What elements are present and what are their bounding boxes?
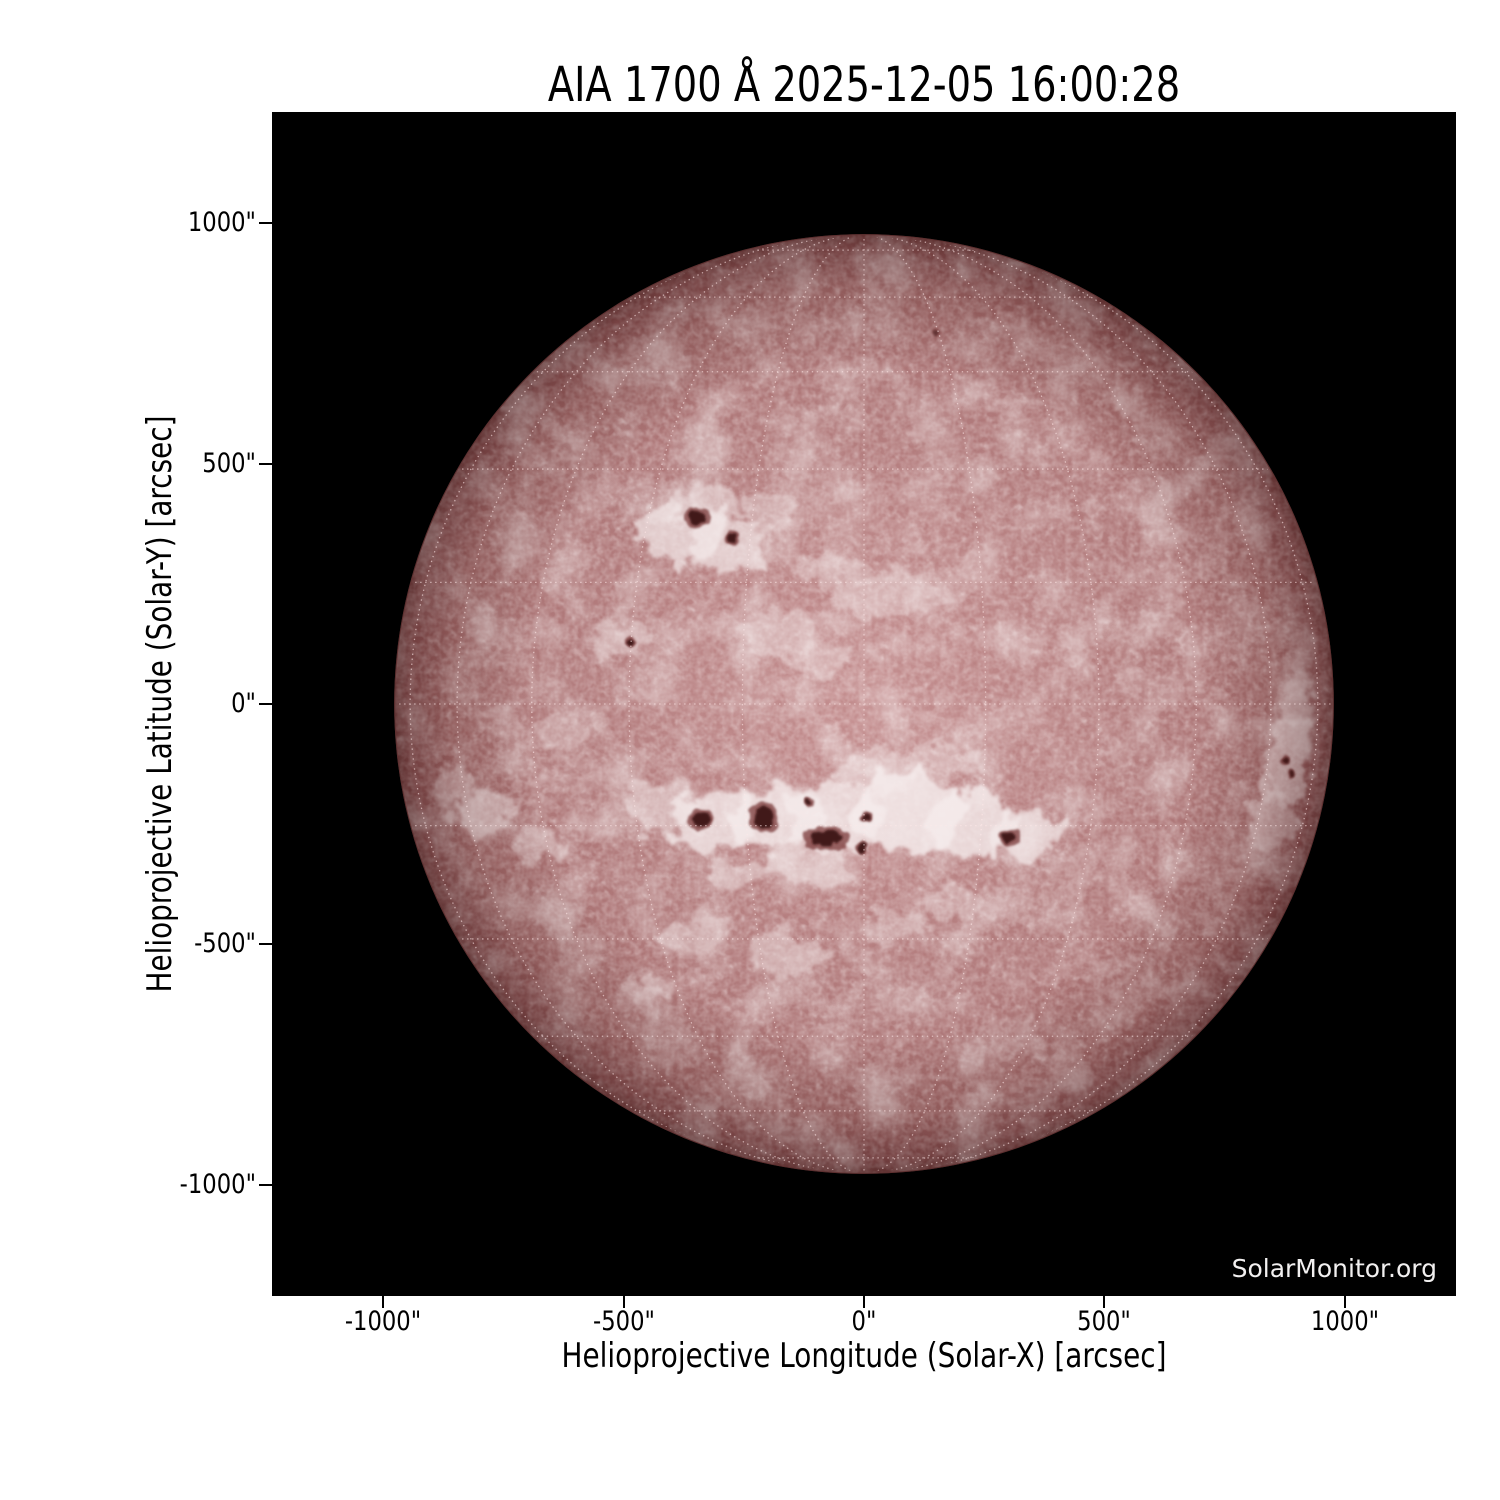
y-tick-label: 500": [202, 447, 256, 479]
x-axis-label: Helioprojective Longitude (Solar-X) [arc…: [561, 1336, 1167, 1376]
x-tick-label: 1000": [1310, 1306, 1379, 1337]
x-tick-label: 0": [851, 1306, 877, 1337]
grid-meridian-line: [628, 237, 1100, 1171]
x-tick-mark: [1103, 1296, 1106, 1308]
plot-area: SolarMonitor.org: [272, 112, 1456, 1296]
chart-title: AIA 1700 Å 2025-12-05 16:00:28: [547, 57, 1181, 113]
x-tick-label: 500": [1077, 1306, 1132, 1337]
watermark-solarmonitor: SolarMonitor.org: [1231, 1254, 1437, 1283]
x-tick-mark: [622, 1296, 625, 1308]
y-tick-mark: [259, 943, 272, 946]
grid-meridian-line: [409, 237, 1319, 1171]
y-tick-mark: [259, 462, 272, 465]
y-tick-mark: [259, 703, 272, 705]
x-tick-label: -1000": [344, 1306, 422, 1337]
y-tick-label: -500": [194, 928, 256, 960]
grid-meridian-line: [456, 237, 1272, 1171]
limb-darkening: [394, 234, 1334, 1174]
y-tick-label: -1000": [179, 1168, 256, 1200]
x-tick-mark: [1343, 1296, 1346, 1308]
x-tick-label: -500": [592, 1306, 655, 1337]
x-tick-mark: [863, 1296, 865, 1308]
solar-disk-image: [394, 234, 1334, 1174]
y-tick-mark: [259, 222, 272, 225]
y-tick-label: 1000": [187, 207, 256, 239]
x-tick-mark: [382, 1296, 385, 1308]
y-tick-mark: [259, 1183, 272, 1186]
grid-meridian-line: [741, 237, 987, 1171]
y-tick-label: 0": [231, 688, 256, 719]
